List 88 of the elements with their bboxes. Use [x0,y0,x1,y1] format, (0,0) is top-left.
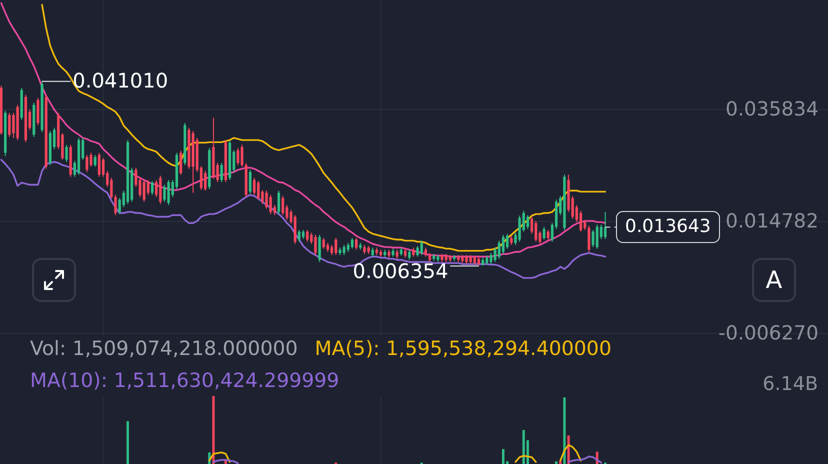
candlestick [248,169,252,194]
candlestick [363,244,366,254]
candlestick [526,214,530,230]
candlestick [494,247,496,262]
text: MA(5): 1,595,538,294.400000 [314,336,612,362]
line-series [0,158,606,279]
candlestick [318,234,321,262]
candlestick [490,252,492,265]
candlestick [257,180,260,200]
bar [212,396,215,464]
candlestick [204,170,207,192]
candlestick [465,254,468,265]
candlestick [146,179,150,196]
bar [502,449,504,464]
candlestick [110,177,113,200]
y-tick-label: 0.035834 [725,97,818,120]
candlestick [346,242,350,252]
candlestick [502,234,505,254]
candlestick [98,152,100,178]
candlestick [546,230,550,240]
candlestick [150,180,154,196]
candlestick [155,179,158,198]
candlestick [473,255,476,266]
candlestick [94,154,96,168]
candlestick [90,152,92,168]
candlestick [282,195,284,216]
bar [522,430,525,464]
candlestick [506,233,509,250]
candlestick [404,248,407,258]
candlestick [236,148,240,166]
candlestick [371,247,374,258]
bar [126,421,129,464]
candlestick [420,240,423,256]
candlestick [486,255,488,266]
candlestick [114,194,117,216]
bar [563,397,566,464]
candlestick [326,242,330,252]
ref-line-label: 0.013643 [616,211,720,244]
text: MA(10): 1,511,630,424.299999 [30,368,340,394]
candlestick [469,254,472,265]
candlestick [220,162,223,183]
candlestick [355,238,358,250]
candlestick [518,215,521,242]
candlestick [269,194,272,215]
candlestick [416,246,419,258]
candlestick [252,177,256,196]
candlestick [428,252,432,262]
candlestick [240,144,244,168]
candlestick [412,247,415,258]
candlestick [396,249,398,260]
candlestick [8,112,11,138]
candlestick [265,190,268,210]
candlestick [588,225,590,252]
candlestick [579,210,582,232]
candlestick [65,144,68,162]
candlestick [510,235,513,246]
candlestick [277,190,280,215]
candlestick [306,230,309,242]
annotation: 0.041010 [72,68,168,92]
candlestick [596,224,598,250]
candlestick [142,179,146,202]
bar [555,461,558,464]
letter-button: A [752,258,796,302]
candlestick [542,226,546,240]
y-tick-label: -0.006270 [718,322,818,345]
annotation: 0.006354 [352,258,448,283]
candlestick [180,150,182,176]
text: 6.14B [762,373,818,395]
text: Vol: 1,509,074,218.000000 [30,336,298,362]
candlestick [534,220,538,242]
candlestick [167,179,170,206]
candlestick [314,234,317,256]
candlestick [334,238,338,256]
candlestick [298,230,300,242]
candlestick [36,97,40,126]
candlestick [302,230,305,240]
candlestick [322,238,325,250]
candlestick [604,211,607,240]
candlestick [408,249,411,260]
y-tick-label: 0.014782 [725,210,818,233]
candlestick [350,238,354,250]
candlestick [342,244,346,256]
candlestick [592,230,594,248]
candlestick [424,247,427,258]
candlestick [159,175,162,204]
candlestick [163,184,166,202]
candlestick [86,154,88,172]
candlestick [498,240,500,260]
